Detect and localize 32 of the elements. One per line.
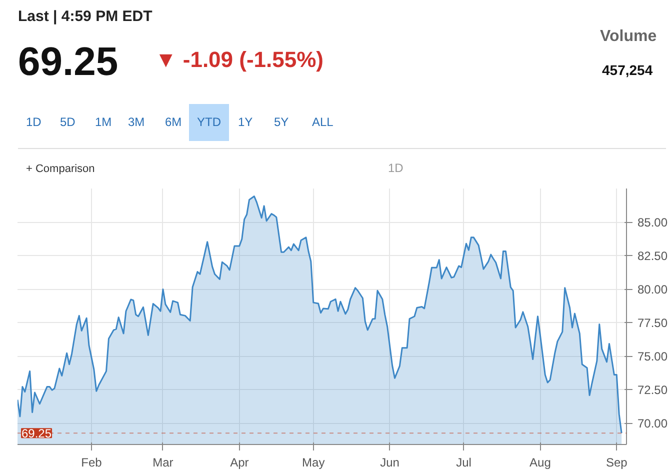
text: 1D [25, 114, 42, 131]
y-tick-label: 77.50 [638, 316, 668, 330]
text: 5Y [273, 114, 290, 131]
text: 1Y [237, 114, 254, 131]
x-tick-label: Feb [81, 456, 102, 470]
text: 5D [59, 114, 76, 131]
y-tick-label: 80.00 [638, 282, 668, 297]
y-tick-label: 70.00 [638, 416, 668, 431]
text: Last | 4:59 PM EDT [18, 7, 152, 27]
ref-line-label: 69.25 [22, 426, 52, 441]
x-tick-label: Apr [230, 456, 249, 470]
text: 69.25 [18, 39, 118, 86]
y-tick-label: 72.50 [638, 383, 668, 398]
text: 1D [388, 160, 404, 177]
text: 1M [94, 114, 113, 131]
text: 6M [164, 114, 183, 131]
x-tick-label: Jul [456, 456, 472, 470]
x-tick-label: May [302, 456, 325, 470]
text: YTD [189, 104, 229, 142]
text: 457,254 [602, 61, 653, 80]
text: Volume [600, 27, 657, 47]
text: 3M [127, 114, 146, 131]
x-tick-label: Jun [380, 456, 400, 470]
text: + Comparison [26, 162, 95, 177]
y-tick-label: 85.00 [638, 216, 668, 230]
x-tick-label: Sep [606, 456, 628, 470]
text: ALL [311, 114, 334, 131]
y-tick-label: 82.50 [638, 249, 668, 264]
y-tick-label: 75.00 [638, 350, 668, 364]
x-tick-label: Mar [152, 456, 174, 470]
x-tick-label: Aug [530, 456, 551, 470]
text: ▼ -1.09 (-1.55%) [155, 46, 324, 74]
